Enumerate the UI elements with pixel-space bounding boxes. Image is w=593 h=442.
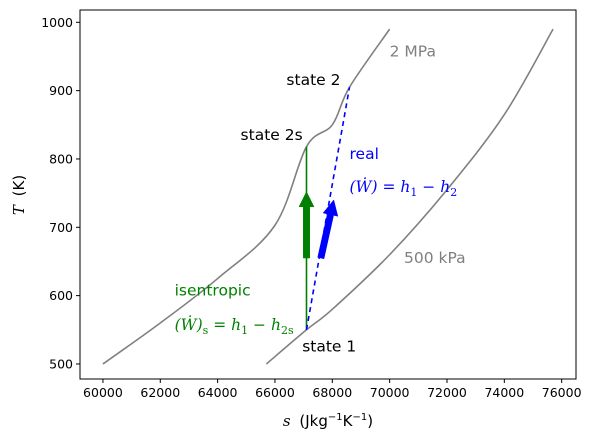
arrow-group bbox=[298, 191, 339, 260]
y-tick-label: 900 bbox=[49, 83, 73, 98]
x-tick-label: 74000 bbox=[484, 385, 524, 400]
x-tick-label: 68000 bbox=[312, 385, 352, 400]
y-tick-label: 800 bbox=[49, 151, 73, 166]
x-tick-label: 72000 bbox=[427, 385, 467, 400]
x-axis-label: s (Jkg−1K−1) bbox=[283, 412, 373, 430]
x-tick-label: 70000 bbox=[370, 385, 410, 400]
y-axis-label: T (K) bbox=[10, 175, 28, 215]
pressure-500kpa-label: 500 kPa bbox=[404, 249, 466, 267]
y-tick-label: 1000 bbox=[41, 15, 73, 30]
isobar-2mpa-line bbox=[102, 28, 391, 365]
annotation-group: state 1 state 2 state 2s 2 MPa 500 kPa real is… bbox=[175, 42, 466, 355]
x-tick-label: 62000 bbox=[140, 385, 180, 400]
state-2-label: state 2 bbox=[286, 71, 340, 89]
real-label: real bbox=[350, 145, 379, 163]
x-tick-label: 76000 bbox=[542, 385, 582, 400]
isentropic-label: isentropic bbox=[175, 282, 251, 300]
real-work-arrow bbox=[317, 199, 339, 260]
x-tick-label: 64000 bbox=[198, 385, 238, 400]
isentropic-work-equation: (Ẇ)s = h1 − h2s bbox=[175, 316, 294, 337]
state-2s-label: state 2s bbox=[241, 126, 303, 144]
x-tick-label: 60000 bbox=[83, 385, 123, 400]
y-tick-label: 500 bbox=[49, 356, 73, 371]
axis-ticks: 60000 62000 64000 66000 68000 70000 72000 74000… bbox=[41, 15, 581, 400]
pressure-2mpa-label: 2 MPa bbox=[390, 42, 436, 60]
state-1-label: state 1 bbox=[302, 338, 356, 356]
y-tick-label: 700 bbox=[49, 220, 73, 235]
isentropic-work-arrow bbox=[298, 191, 315, 259]
x-tick-label: 66000 bbox=[255, 385, 295, 400]
y-tick-label: 600 bbox=[49, 288, 73, 303]
plot-frame bbox=[79, 9, 577, 380]
real-work-equation: (Ẇ) = h1 − h2 bbox=[350, 178, 458, 199]
